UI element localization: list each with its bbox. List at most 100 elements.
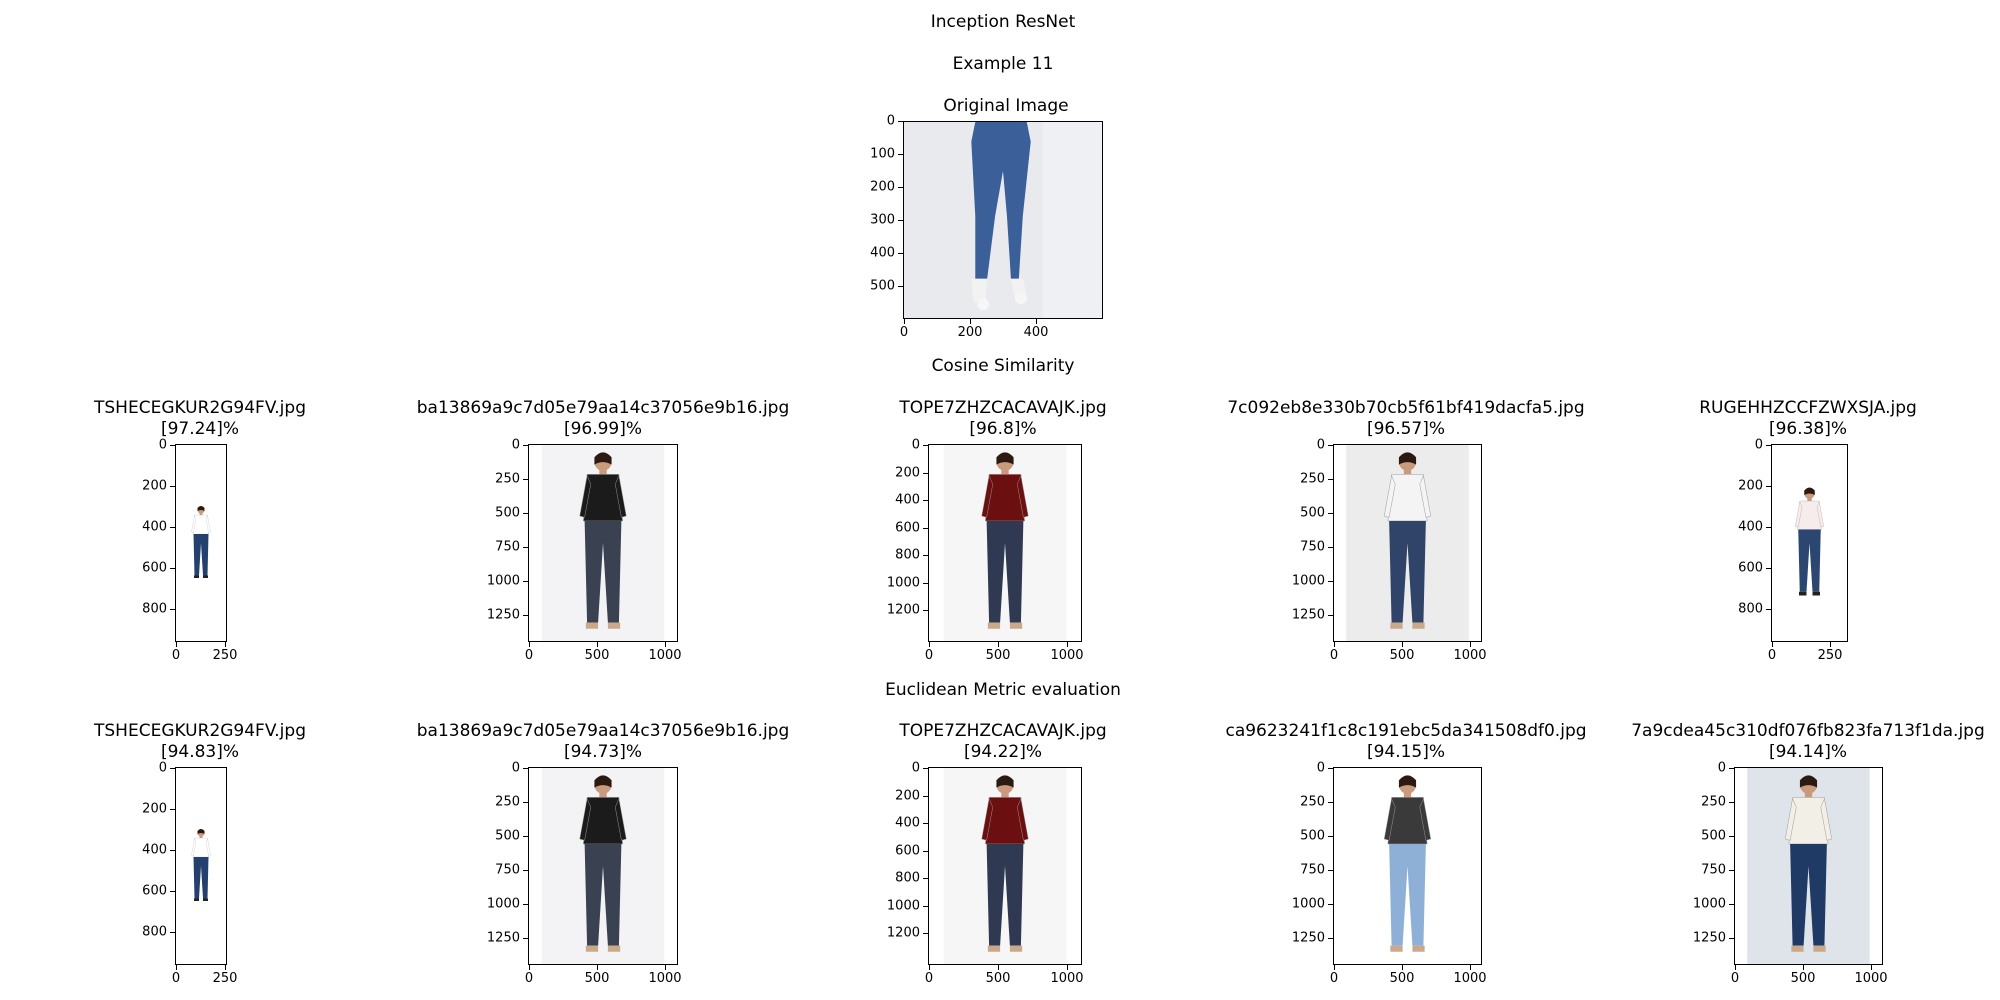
euclid-ytick-label: 250	[495, 794, 520, 810]
euclid-ytick-mark	[1729, 904, 1734, 905]
original-ytick-mark	[898, 187, 903, 188]
cosine-ytick-mark	[1328, 445, 1333, 446]
person-photo-icon	[1772, 483, 1847, 603]
euclid-result-filename: ba13869a9c7d05e79aa14c37056e9b16.jpg	[416, 721, 790, 741]
cosine-ytick-label: 500	[1300, 505, 1325, 521]
euclid-result-filename: TOPE7ZHZCACAVAJK.jpg	[899, 721, 1107, 741]
cosine-ytick-label: 1250	[486, 607, 520, 623]
euclid-ytick-label: 1000	[486, 896, 520, 912]
cosine-ytick-mark	[1328, 615, 1333, 616]
cosine-xtick-mark	[225, 642, 226, 647]
euclid-ytick-mark	[170, 932, 175, 933]
euclid-ytick-mark	[923, 851, 928, 852]
euclid-ytick-mark	[1729, 938, 1734, 939]
euclid-ytick-label: 400	[142, 842, 167, 858]
cosine-ytick-label: 400	[1738, 519, 1763, 535]
person-photo-icon	[176, 503, 226, 583]
euclid-ytick-label: 500	[1300, 828, 1325, 844]
cosine-xtick-mark	[665, 642, 666, 647]
euclid-xtick-label: 0	[171, 971, 181, 986]
cosine-ytick-mark	[923, 583, 928, 584]
euclid-result-image-frame	[175, 767, 227, 965]
euclid-result-score: [94.14]%	[1768, 742, 1848, 762]
euclid-xtick-label: 500	[985, 971, 1011, 986]
euclid-ytick-mark	[523, 904, 528, 905]
cosine-result-filename: 7c092eb8e330b70cb5f61bf419dacfa5.jpg	[1227, 398, 1585, 418]
cosine-ytick-label: 200	[142, 478, 167, 494]
cosine-xtick-label: 250	[212, 648, 238, 663]
cosine-xtick-label: 0	[171, 648, 181, 663]
cosine-ytick-mark	[523, 479, 528, 480]
original-xtick-label: 200	[957, 325, 983, 340]
euclid-ytick-label: 1250	[1291, 930, 1325, 946]
euclid-xtick-label: 0	[1329, 971, 1339, 986]
euclid-ytick-mark	[923, 823, 928, 824]
cosine-ytick-label: 250	[495, 471, 520, 487]
cosine-ytick-label: 0	[1316, 437, 1325, 453]
original-xtick-mark	[904, 319, 905, 324]
cosine-ytick-mark	[170, 486, 175, 487]
euclid-ytick-label: 0	[511, 760, 520, 776]
euclid-ytick-mark	[523, 836, 528, 837]
person-photo-icon	[1747, 768, 1870, 964]
cosine-xtick-label: 0	[924, 648, 934, 663]
euclid-ytick-label: 600	[142, 883, 167, 899]
euclid-ytick-mark	[523, 768, 528, 769]
euclid-ytick-mark	[923, 796, 928, 797]
euclid-ytick-mark	[923, 933, 928, 934]
cosine-ytick-mark	[170, 445, 175, 446]
euclid-xtick-mark	[597, 965, 598, 970]
cosine-xtick-label: 1000	[648, 648, 682, 663]
euclid-result-title: TSHECEGKUR2G94FV.jpg [94.83]%	[94, 721, 306, 763]
original-image-frame	[903, 121, 1103, 319]
cosine-xtick-mark	[1402, 642, 1403, 647]
euclid-result-title: TOPE7ZHZCACAVAJK.jpg [94.22]%	[899, 721, 1106, 763]
original-xtick-mark	[970, 319, 971, 324]
cosine-ytick-mark	[523, 581, 528, 582]
euclid-ytick-mark	[170, 891, 175, 892]
euclid-xtick-label: 250	[212, 971, 238, 986]
euclid-result-filename: TSHECEGKUR2G94FV.jpg	[94, 721, 306, 741]
euclid-xtick-mark	[665, 965, 666, 970]
cosine-similarity-header: Cosine Similarity	[931, 356, 1075, 376]
euclid-ytick-label: 1200	[886, 925, 920, 941]
cosine-xtick-label: 0	[1329, 648, 1339, 663]
original-ytick-label: 200	[870, 179, 895, 195]
euclid-ytick-label: 250	[1701, 794, 1726, 810]
euclid-xtick-mark	[225, 965, 226, 970]
euclid-ytick-label: 1000	[1692, 896, 1726, 912]
original-image-title: Original Image	[943, 96, 1069, 116]
euclid-result-image-frame	[528, 767, 678, 965]
cosine-result-filename: TSHECEGKUR2G94FV.jpg	[94, 398, 306, 418]
euclid-ytick-label: 400	[895, 815, 920, 831]
euclid-ytick-mark	[923, 906, 928, 907]
original-ytick-mark	[898, 220, 903, 221]
cosine-ytick-label: 600	[142, 560, 167, 576]
original-xtick-label: 400	[1023, 325, 1049, 340]
euclid-ytick-mark	[1729, 802, 1734, 803]
jeans-photo-icon	[904, 122, 1102, 318]
euclid-ytick-label: 1250	[486, 930, 520, 946]
euclid-result-filename: 7a9cdea45c310df076fb823fa713f1da.jpg	[1631, 721, 1985, 741]
euclid-xtick-label: 1000	[1854, 971, 1888, 986]
euclid-result-score: [94.15]%	[1366, 742, 1446, 762]
euclid-result-filename: ca9623241f1c8c191ebc5da341508df0.jpg	[1225, 721, 1587, 741]
original-xtick-label: 0	[899, 325, 909, 340]
euclid-ytick-mark	[170, 768, 175, 769]
original-ytick-mark	[898, 253, 903, 254]
cosine-xtick-mark	[529, 642, 530, 647]
euclid-xtick-mark	[1735, 965, 1736, 970]
cosine-ytick-mark	[1328, 513, 1333, 514]
cosine-result-image-frame	[175, 444, 227, 642]
euclid-xtick-label: 500	[1389, 971, 1415, 986]
person-photo-icon	[943, 768, 1067, 964]
cosine-ytick-mark	[1328, 547, 1333, 548]
cosine-result-image-frame	[1771, 444, 1848, 642]
euclid-ytick-mark	[1328, 938, 1333, 939]
person-photo-icon	[176, 826, 226, 906]
cosine-ytick-label: 500	[495, 505, 520, 521]
euclid-xtick-label: 1000	[1453, 971, 1487, 986]
cosine-result-title: TOPE7ZHZCACAVAJK.jpg [96.8]%	[899, 398, 1106, 440]
cosine-result-image-frame	[928, 444, 1082, 642]
euclid-xtick-label: 500	[584, 971, 610, 986]
